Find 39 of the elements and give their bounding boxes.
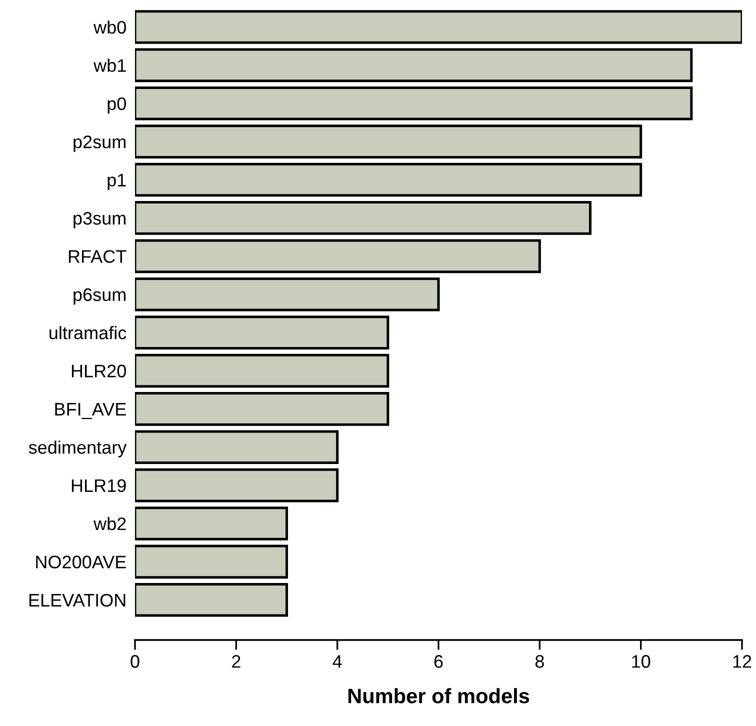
bar (135, 506, 288, 540)
bar (135, 544, 288, 579)
y-tick-label: p0 (108, 97, 126, 114)
x-tick-label: 12 (733, 655, 752, 668)
x-tick-label: 8 (535, 655, 544, 668)
y-tick-label: sedimentary (28, 440, 127, 458)
y-tick-label: p3sum (74, 212, 126, 228)
x-tick-label: 6 (434, 655, 443, 668)
bar (135, 468, 339, 502)
x-axis-title: Number of models (348, 688, 530, 704)
x-tick-label: 4 (332, 655, 342, 668)
bar (135, 316, 390, 350)
y-tick-label: HLR20 (72, 364, 126, 378)
y-tick-label: wb0 (94, 20, 126, 34)
bar (135, 239, 541, 274)
bar (135, 48, 693, 82)
bar (135, 86, 693, 120)
y-tick-label: p1 (108, 174, 126, 190)
y-tick-label: p2sum (74, 136, 126, 152)
bar (135, 201, 592, 235)
bar (135, 430, 339, 464)
bar (135, 354, 390, 388)
bar (135, 392, 390, 426)
bar (135, 162, 642, 197)
y-tick-label: wb2 (94, 516, 126, 530)
y-tick-label: ELEVATION (29, 594, 126, 607)
bar (135, 124, 642, 158)
y-tick-label: RFACT (68, 250, 126, 263)
x-tick-label: 2 (232, 655, 240, 668)
bar (135, 277, 440, 312)
y-tick-label: BFI_AVE (55, 403, 126, 420)
y-tick-label: p6sum (74, 288, 126, 305)
y-tick-label: HLR19 (72, 479, 126, 492)
y-tick-label: NO200AVE (36, 556, 126, 568)
x-tick-label: 10 (632, 655, 650, 668)
x-tick-label: 0 (130, 655, 140, 668)
y-tick-label: ultramafic (50, 326, 126, 340)
bar (135, 582, 288, 617)
y-tick-label: wb1 (94, 58, 126, 72)
